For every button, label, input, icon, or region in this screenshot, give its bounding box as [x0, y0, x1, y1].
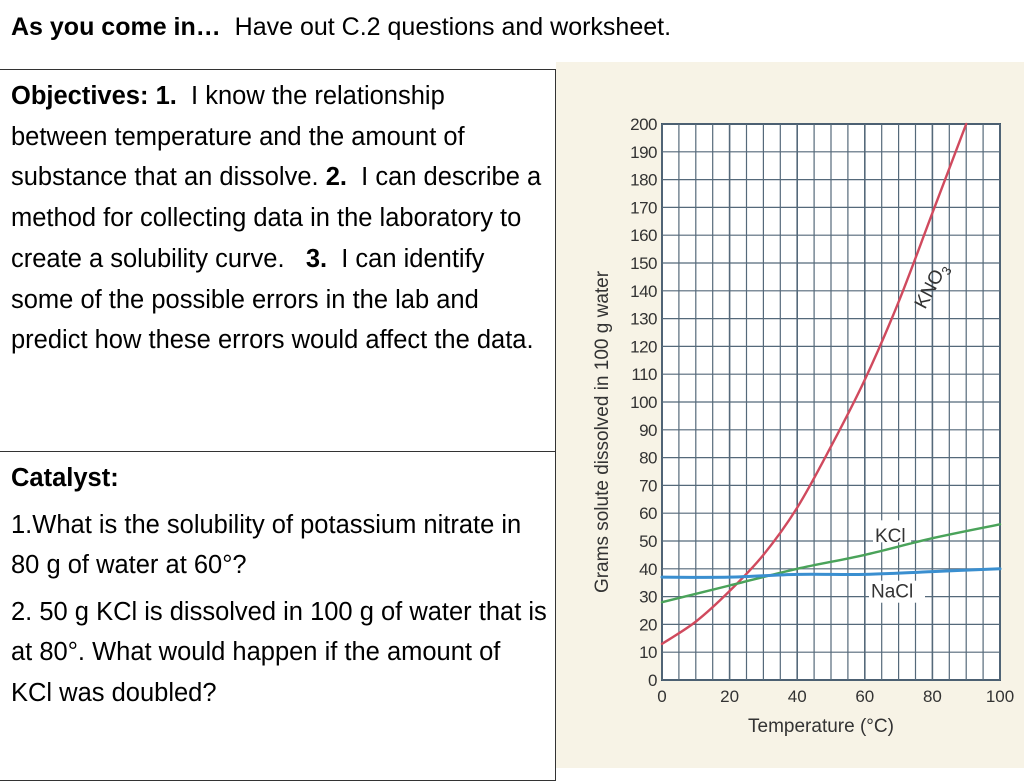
y-tick-label: 30 — [639, 588, 657, 607]
x-tick-label: 40 — [788, 687, 807, 706]
y-axis-title: Grams solute dissolved in 100 g water — [592, 270, 613, 593]
y-tick-label: 180 — [630, 171, 657, 190]
y-tick-label: 100 — [630, 393, 657, 412]
x-tick-label: 100 — [986, 687, 1014, 706]
catalyst-box: Catalyst: 1.What is the solubility of po… — [0, 451, 556, 781]
x-tick-label: 80 — [923, 687, 942, 706]
catalyst-question-2: 2. 50 g KCl is dissolved in 100 g of wat… — [11, 597, 547, 707]
y-tick-label: 120 — [630, 337, 657, 356]
objective-2-number: 2. — [325, 163, 347, 192]
y-tick-label: 10 — [639, 643, 657, 662]
x-tick-label: 60 — [855, 687, 874, 706]
x-tick-label: 0 — [657, 687, 666, 706]
objectives-box: Objectives: 1. I know the relationship b… — [0, 69, 556, 452]
series-line-kcl — [660, 523, 1002, 604]
objective-2-text: I can describe a method for collecting d… — [11, 163, 542, 273]
series-label-kcl-background — [873, 520, 911, 543]
x-tick-label: 20 — [720, 687, 739, 706]
y-tick-label: 130 — [630, 310, 657, 329]
header-lead: As you come in… — [11, 13, 221, 41]
objective-1-number: 1. — [155, 82, 177, 110]
x-axis-title: Temperature (°C) — [748, 716, 894, 737]
series-label-nacl-background — [869, 580, 925, 603]
y-tick-label: 20 — [639, 615, 657, 634]
y-tick-label: 80 — [639, 449, 657, 468]
objectives-label: Objectives: — [11, 82, 149, 110]
y-tick-label: 0 — [648, 671, 657, 690]
y-tick-label: 150 — [630, 254, 657, 273]
objective-3-text: I can identify some of the possible erro… — [11, 244, 534, 355]
y-tick-label: 160 — [630, 226, 657, 245]
header-line: As you come in… Have out C.2 questions a… — [11, 8, 671, 46]
y-tick-label: 60 — [639, 504, 657, 523]
catalyst-question-1: 1.What is the solubility of potassium ni… — [11, 510, 522, 580]
solubility-chart-svg: 0 10 20 30 40 50 60 70 80 90 100 110 120 130 140 150 160… — [592, 115, 1014, 737]
series-label-nacl: NaCl — [871, 581, 913, 602]
objective-3-number: 3. — [305, 244, 328, 273]
y-tick-label: 50 — [639, 532, 657, 551]
catalyst-label: Catalyst: — [11, 464, 119, 492]
y-tick-label: 190 — [630, 143, 657, 162]
header-text: Have out C.2 questions and worksheet. — [234, 13, 672, 41]
y-tick-label: 40 — [639, 560, 657, 579]
y-tick-label: 200 — [630, 115, 657, 134]
y-tick-label: 140 — [630, 282, 657, 301]
series-line-kno3 — [660, 122, 968, 646]
series-line-nacl — [660, 567, 1002, 579]
y-tick-label: 110 — [631, 365, 657, 384]
objective-1-text: I know the relationship between temperat… — [11, 82, 465, 192]
solubility-chart: 0 10 20 30 40 50 60 70 80 90 100 110 120 130 140 150 160… — [556, 62, 1024, 768]
y-tick-label: 170 — [630, 198, 657, 217]
y-tick-label: 90 — [639, 421, 657, 440]
y-tick-label: 70 — [639, 476, 657, 495]
series-label-kcl: KCl — [875, 526, 906, 547]
